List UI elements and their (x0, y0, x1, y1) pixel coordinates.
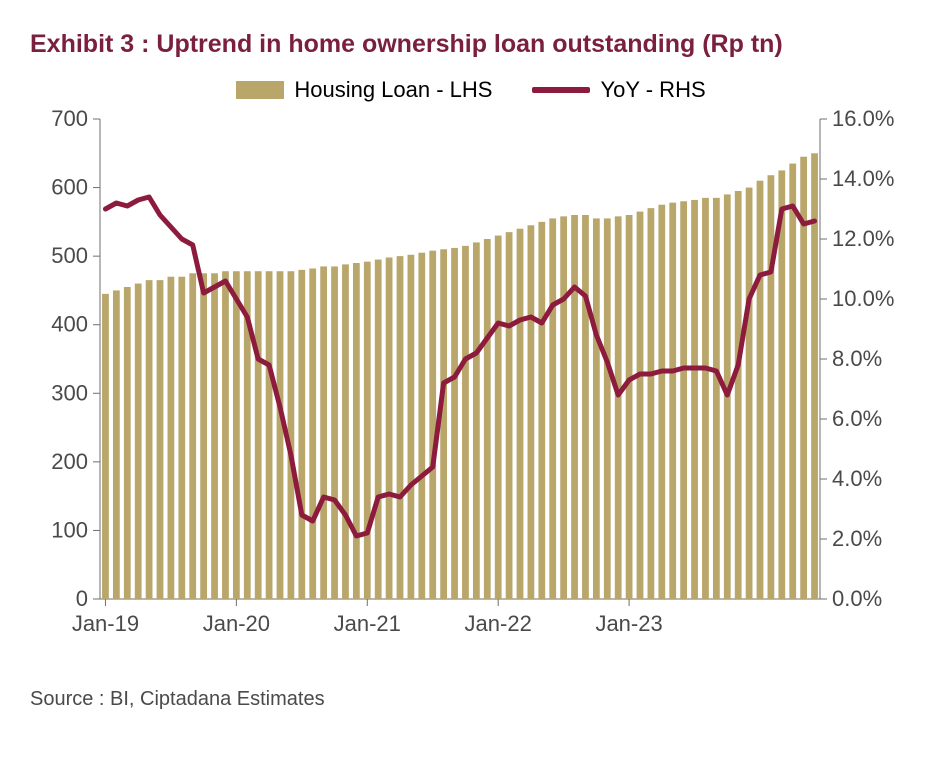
svg-text:6.0%: 6.0% (832, 406, 882, 431)
svg-text:100: 100 (51, 517, 88, 542)
chart-source: Source : BI, Ciptadana Estimates (30, 688, 912, 711)
legend-swatch-bar (236, 81, 284, 99)
svg-text:0.0%: 0.0% (832, 586, 882, 611)
chart-title: Exhibit 3 : Uptrend in home ownership lo… (30, 30, 912, 59)
svg-text:2.0%: 2.0% (832, 526, 882, 551)
legend-swatch-line (532, 87, 590, 93)
legend-item-bar: Housing Loan - LHS (236, 77, 492, 103)
svg-text:4.0%: 4.0% (832, 466, 882, 491)
svg-text:0: 0 (76, 586, 88, 611)
svg-text:Jan-21: Jan-21 (334, 611, 401, 636)
svg-text:Jan-23: Jan-23 (595, 611, 662, 636)
svg-text:300: 300 (51, 380, 88, 405)
svg-text:500: 500 (51, 243, 88, 268)
legend-label-line: YoY - RHS (600, 77, 705, 103)
legend: Housing Loan - LHS YoY - RHS (30, 77, 912, 103)
svg-text:10.0%: 10.0% (832, 286, 894, 311)
combo-chart: 0 100 200 300 400 500 600 700 0.0% 2.0% 4.0% 6.0% 8.… (30, 109, 910, 669)
svg-text:16.0%: 16.0% (832, 109, 894, 131)
svg-text:14.0%: 14.0% (832, 166, 894, 191)
svg-text:700: 700 (51, 109, 88, 131)
svg-text:200: 200 (51, 449, 88, 474)
legend-item-line: YoY - RHS (532, 77, 705, 103)
svg-text:600: 600 (51, 175, 88, 200)
svg-text:12.0%: 12.0% (832, 226, 894, 251)
svg-text:Jan-20: Jan-20 (203, 611, 270, 636)
svg-text:Jan-19: Jan-19 (72, 611, 139, 636)
chart-container: 0 100 200 300 400 500 600 700 0.0% 2.0% 4.0% 6.0% 8.… (30, 109, 912, 674)
svg-text:Jan-22: Jan-22 (465, 611, 532, 636)
svg-text:400: 400 (51, 312, 88, 337)
svg-text:8.0%: 8.0% (832, 346, 882, 371)
legend-label-bar: Housing Loan - LHS (294, 77, 492, 103)
